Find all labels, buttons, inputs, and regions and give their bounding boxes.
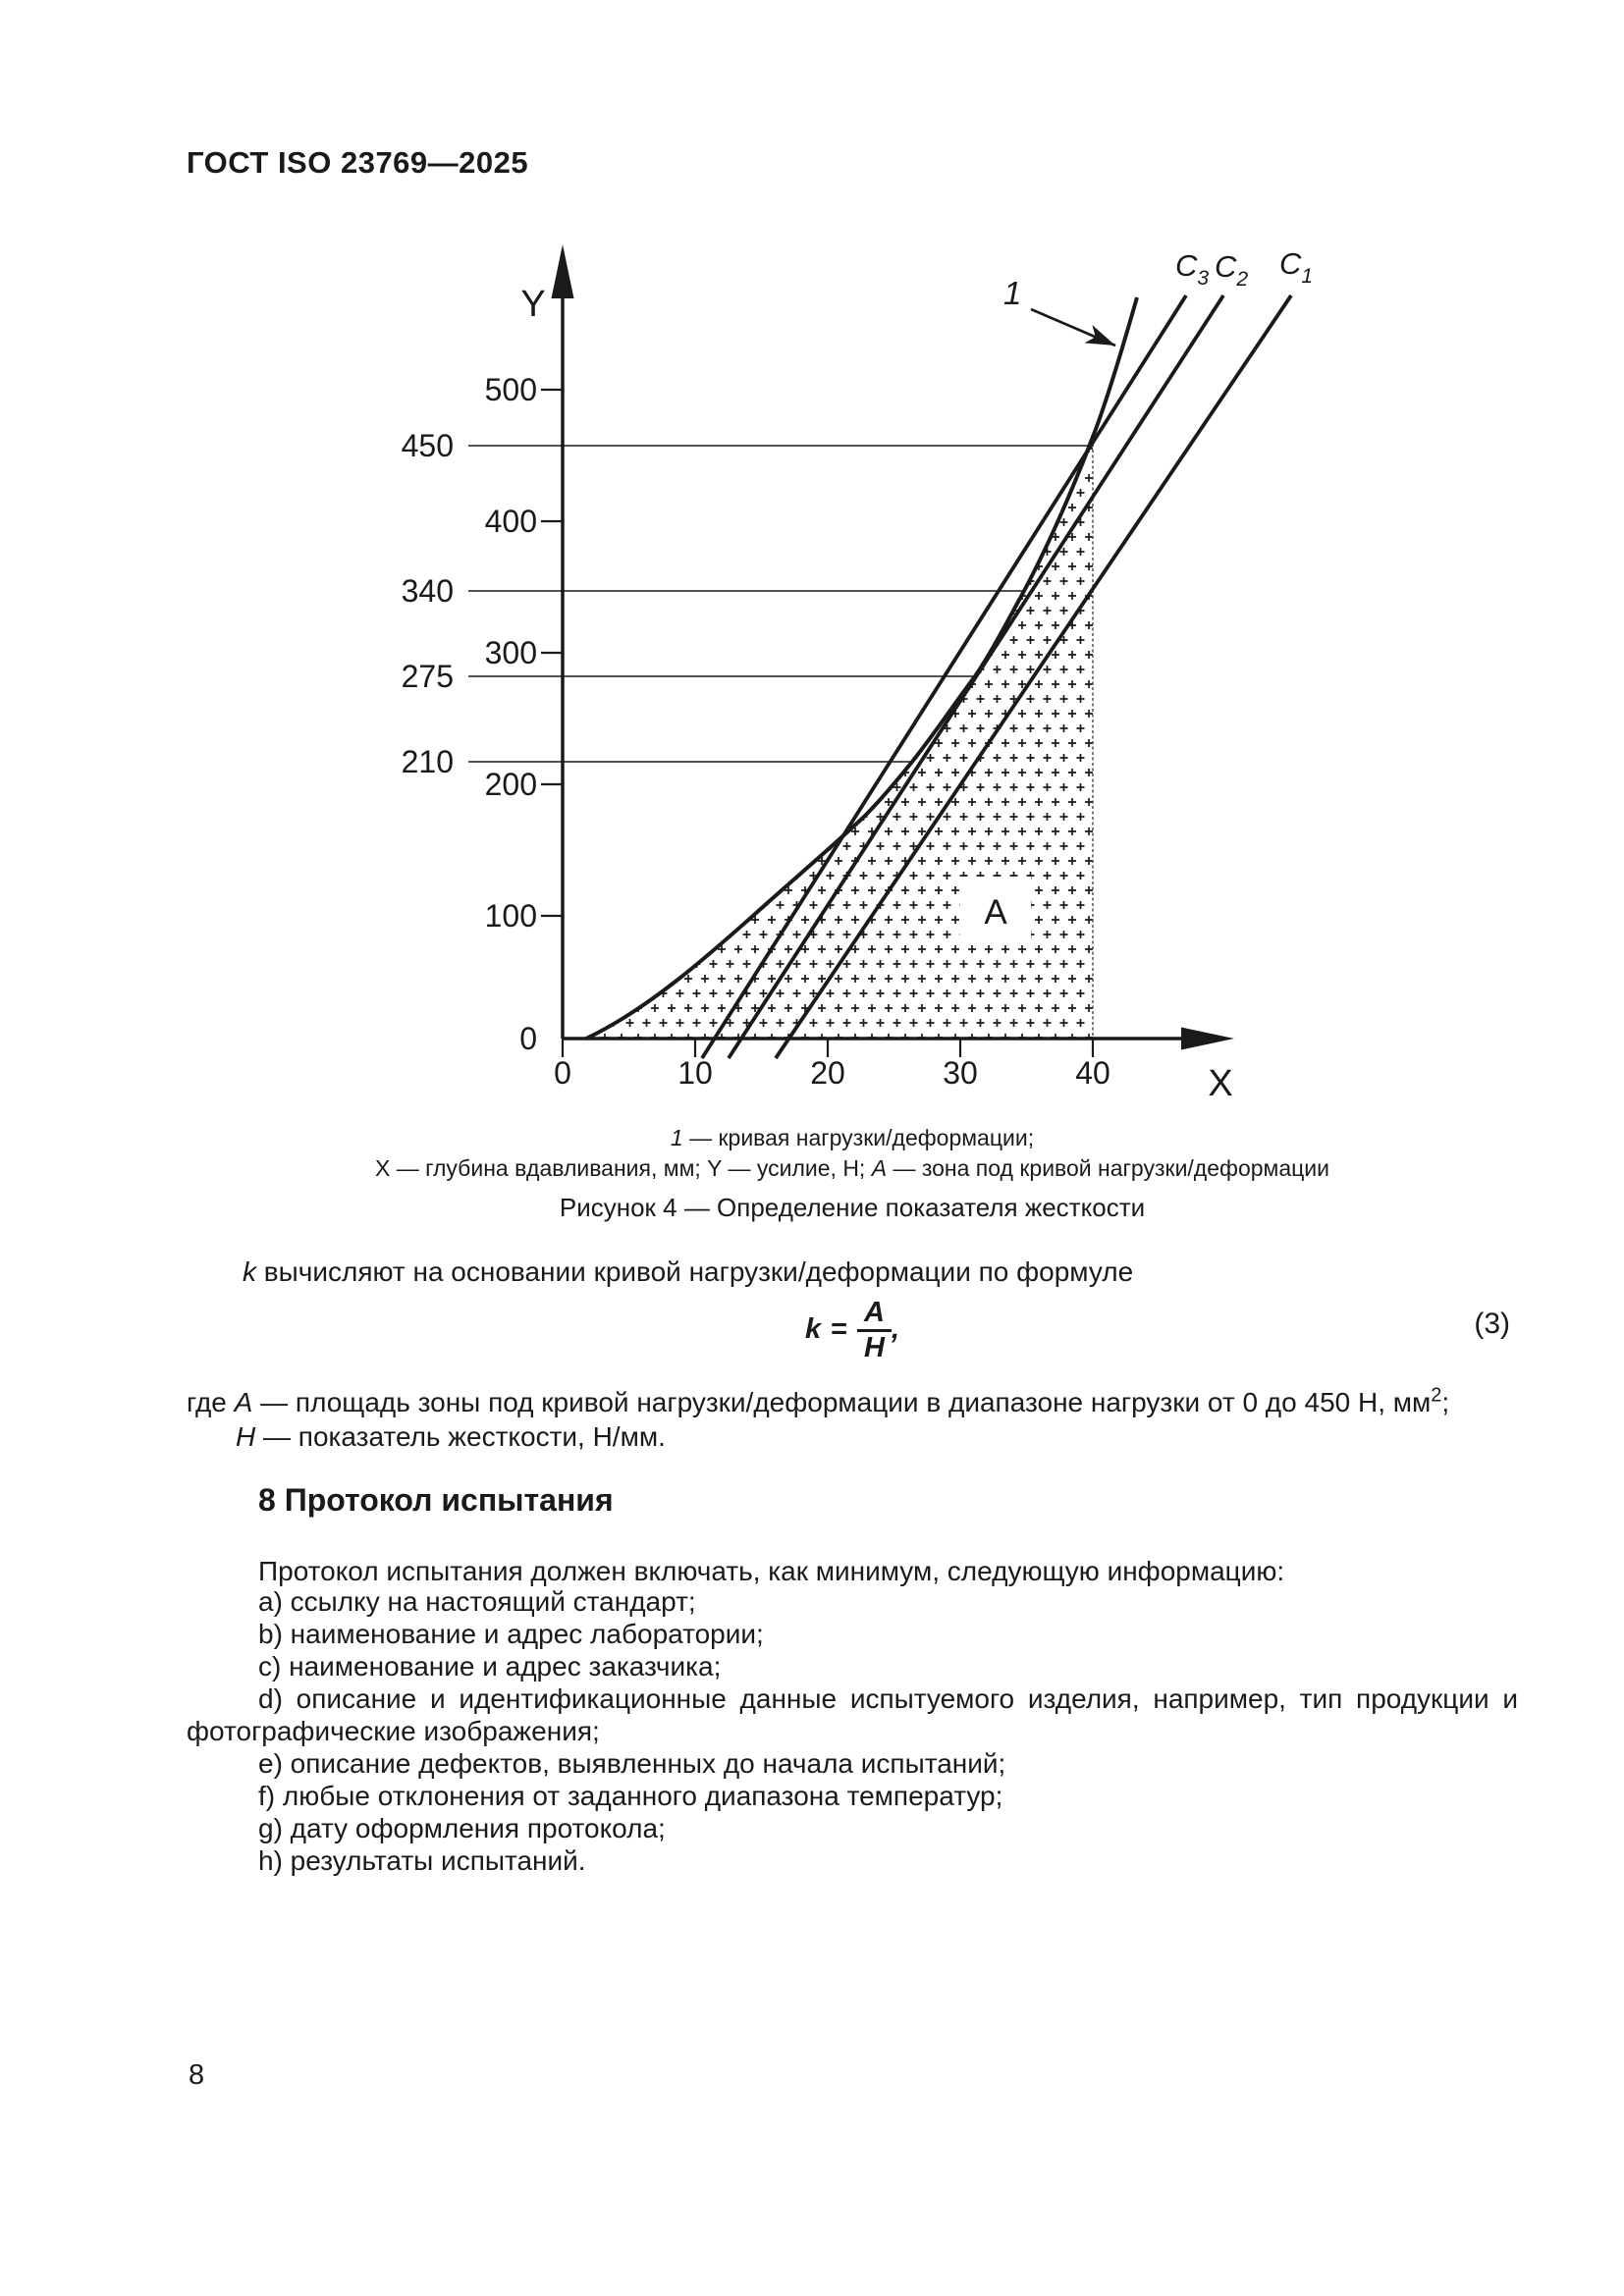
superscript-2: 2: [1431, 1384, 1442, 1407]
area-label-box: [960, 877, 1031, 939]
y-tick-0: 0: [519, 1021, 537, 1056]
list-item-c: c) наименование и адрес заказчика;: [258, 1651, 722, 1682]
x-axis-arrow-icon: [1181, 1027, 1234, 1050]
section-heading: 8 Протокол испытания: [258, 1482, 614, 1518]
line-c3: [700, 294, 1188, 1060]
ref-label-275: 275: [402, 659, 454, 694]
area-label: A: [984, 893, 1007, 932]
x-tick-marks: [561, 1039, 1095, 1057]
y-tick-400: 400: [485, 504, 537, 539]
y-tick-100: 100: [485, 898, 537, 934]
protocol-list: a) ссылку на настоящий стандарт; b) наим…: [187, 1585, 1518, 1877]
y-axis-label: Y: [520, 284, 545, 325]
list-item-b: b) наименование и адрес лаборатории;: [258, 1619, 764, 1649]
y-axis: [551, 244, 574, 1039]
x-axis: [563, 1027, 1234, 1050]
figure-key-line1: 1 — кривая нагрузки/деформации;: [670, 1125, 1035, 1150]
line-c1: [774, 294, 1293, 1060]
key-symbol-1: 1: [670, 1125, 683, 1150]
list-item-d: d) описание и идентификационные данные и…: [187, 1683, 1518, 1746]
y-tick-200: 200: [485, 767, 537, 802]
formula-intro-paragraph: k вычисляют на основании кривой нагрузки…: [243, 1256, 1134, 1287]
reference-lines: [468, 445, 1093, 763]
list-item-h: h) результаты испытаний.: [258, 1845, 586, 1876]
list-item-e: e) описание дефектов, выявленных до нача…: [258, 1748, 1006, 1779]
curve-number-label: 1: [1003, 275, 1021, 311]
figure-caption: Рисунок 4 — Определение показателя жестк…: [559, 1193, 1146, 1222]
list-item-g: g) дату оформления протокола;: [258, 1813, 666, 1843]
label-c2: C2: [1215, 249, 1248, 291]
y-axis-arrow-icon: [551, 244, 574, 298]
formula-equation: k = A H,: [804, 1297, 900, 1364]
x-axis-label: X: [1208, 1063, 1232, 1104]
y-tick-300: 300: [485, 635, 537, 670]
load-deformation-curve: [585, 296, 1139, 1041]
page-header: ГОСТ ISO 23769—2025: [187, 145, 529, 180]
x-tick-10: 10: [677, 1055, 713, 1091]
formula-3: k = A H, (3): [187, 1298, 1518, 1363]
y-tick-marks: [541, 388, 563, 918]
ref-label-340: 340: [402, 573, 454, 609]
where-clause-h: H — показатель жесткости, Н/мм.: [236, 1421, 666, 1452]
hatched-area-A: [586, 437, 1093, 1039]
tangent-lines: [700, 294, 1293, 1060]
x-tick-0: 0: [554, 1055, 571, 1091]
y-tick-500: 500: [485, 372, 537, 407]
line-c2: [727, 294, 1225, 1060]
page-number: 8: [189, 2059, 205, 2091]
label-c1: C1: [1279, 246, 1313, 288]
leader-arrow-icon: [1030, 307, 1116, 347]
formula-number: (3): [1474, 1308, 1510, 1340]
list-item-f: f) любые отклонения от заданного диапазо…: [258, 1781, 1003, 1811]
section-intro-paragraph: Протокол испытания должен включать, как …: [258, 1556, 1285, 1586]
x-tick-40: 40: [1075, 1055, 1110, 1091]
figure-key-line2: X — глубина вдавливания, мм; Y — усилие,…: [375, 1155, 1329, 1181]
x-tick-20: 20: [810, 1055, 845, 1091]
label-c3: C3: [1175, 248, 1209, 290]
list-item-a: a) ссылку на настоящий стандарт;: [258, 1586, 696, 1617]
ref-label-450: 450: [402, 428, 454, 463]
ref-label-210: 210: [402, 744, 454, 779]
x-tick-30: 30: [943, 1055, 978, 1091]
where-clause-a: где A — площадь зоны под кривой нагрузки…: [187, 1384, 1450, 1417]
